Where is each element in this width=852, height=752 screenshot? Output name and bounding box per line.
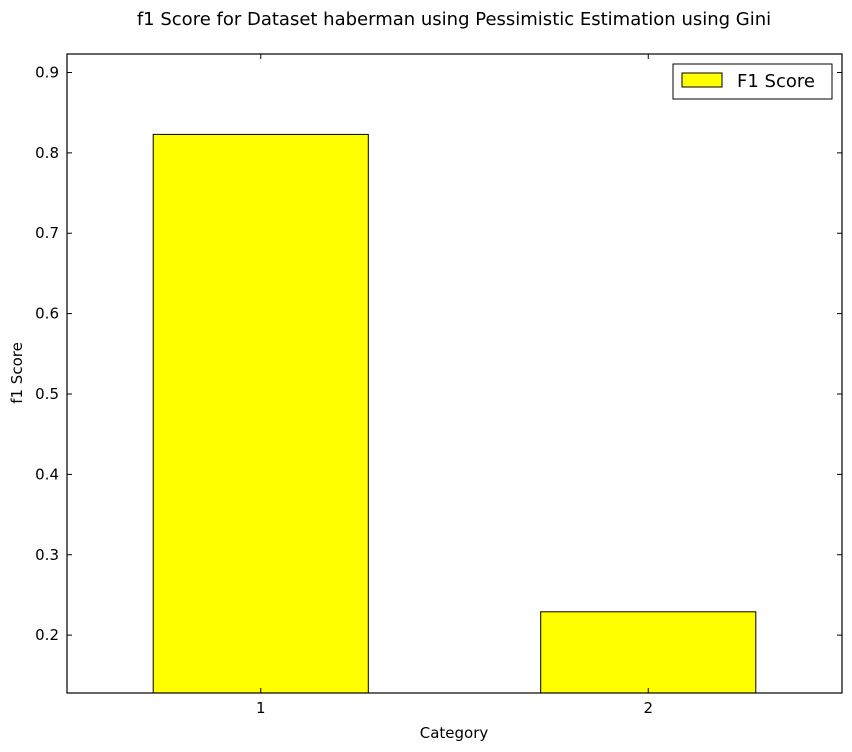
- y-tick-label: 0.8: [35, 144, 59, 162]
- legend-swatch: [681, 72, 723, 88]
- y-axis-ticks: 0.2 0.3 0.4 0.5 0.6 0.7 0.8 0.9: [35, 63, 842, 644]
- bar-category-2: [540, 611, 757, 694]
- y-tick-label: 0.4: [35, 465, 59, 483]
- legend: F1 Score: [672, 63, 833, 100]
- bars-group: [152, 133, 757, 694]
- x-tick-label: 2: [643, 699, 653, 717]
- y-tick-label: 0.3: [35, 546, 59, 564]
- y-tick-label: 0.2: [35, 626, 59, 644]
- x-axis-label: Category: [420, 724, 489, 742]
- bar-category-1: [152, 133, 369, 694]
- plot-frame: [66, 53, 843, 694]
- y-tick-label: 0.9: [35, 63, 59, 81]
- y-axis-label: f1 Score: [8, 342, 26, 404]
- legend-label: F1 Score: [737, 71, 815, 92]
- chart-title: f1 Score for Dataset haberman using Pess…: [137, 9, 771, 30]
- y-tick-label: 0.7: [35, 224, 59, 242]
- y-tick-label: 0.5: [35, 385, 59, 403]
- x-tick-label: 1: [256, 699, 266, 717]
- y-tick-label: 0.6: [35, 305, 59, 323]
